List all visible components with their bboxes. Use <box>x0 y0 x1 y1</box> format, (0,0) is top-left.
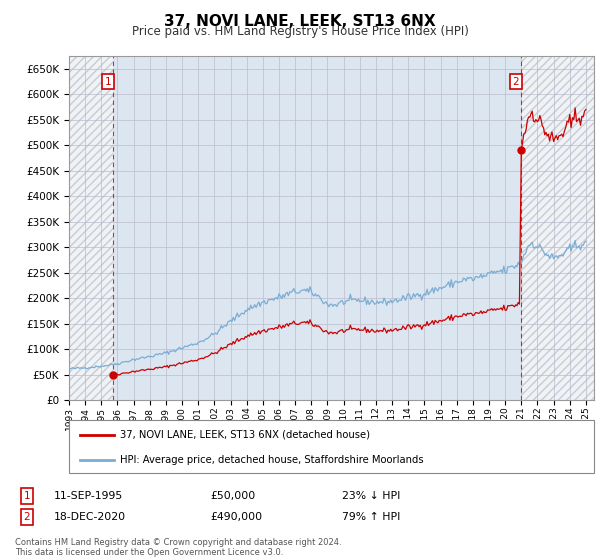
Text: 2: 2 <box>23 512 31 522</box>
Text: HPI: Average price, detached house, Staffordshire Moorlands: HPI: Average price, detached house, Staf… <box>120 455 424 465</box>
Bar <box>521 56 594 400</box>
Text: 18-DEC-2020: 18-DEC-2020 <box>54 512 126 522</box>
Bar <box>69 56 113 400</box>
Text: 1: 1 <box>23 491 31 501</box>
Text: £50,000: £50,000 <box>210 491 255 501</box>
Text: 1: 1 <box>104 77 111 86</box>
Text: 11-SEP-1995: 11-SEP-1995 <box>54 491 123 501</box>
Text: Contains HM Land Registry data © Crown copyright and database right 2024.
This d: Contains HM Land Registry data © Crown c… <box>15 538 341 557</box>
Text: Price paid vs. HM Land Registry's House Price Index (HPI): Price paid vs. HM Land Registry's House … <box>131 25 469 38</box>
Text: 37, NOVI LANE, LEEK, ST13 6NX (detached house): 37, NOVI LANE, LEEK, ST13 6NX (detached … <box>120 430 370 440</box>
Text: £490,000: £490,000 <box>210 512 262 522</box>
Text: 2: 2 <box>512 77 519 86</box>
Text: 79% ↑ HPI: 79% ↑ HPI <box>342 512 400 522</box>
Text: 37, NOVI LANE, LEEK, ST13 6NX: 37, NOVI LANE, LEEK, ST13 6NX <box>164 14 436 29</box>
Text: 23% ↓ HPI: 23% ↓ HPI <box>342 491 400 501</box>
